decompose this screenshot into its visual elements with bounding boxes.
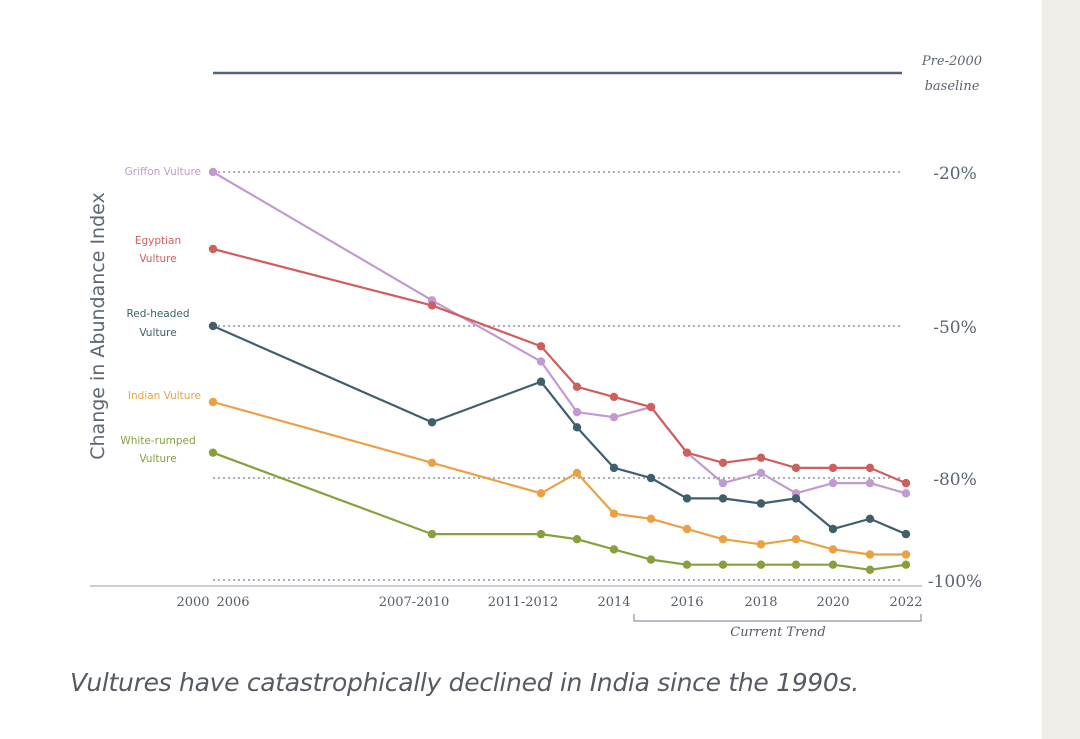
series-label-egyptian-0: Egyptian — [135, 235, 181, 247]
point-redheaded-2011-2012 — [536, 377, 546, 386]
series-line-egyptian — [212, 247, 907, 485]
point-griffon-2018 — [756, 468, 766, 478]
point-griffon-2022 — [901, 489, 911, 498]
point-whiterumped-2019 — [791, 560, 801, 569]
point-redheaded-2017 — [718, 494, 728, 503]
point-whiterumped-2000 — [208, 448, 218, 457]
y-axis-title: Change in Abundance Index — [87, 192, 109, 460]
point-egyptian-2011-2012 — [536, 342, 546, 351]
x-tick-label-2007-2010: 2007-2010 — [379, 595, 450, 610]
point-griffon-2011-2012 — [536, 357, 546, 366]
series-label-redheaded-1: Vulture — [139, 327, 176, 339]
point-indian-2014 — [609, 509, 619, 518]
point-redheaded-2016 — [682, 494, 692, 503]
point-indian-2013 — [572, 468, 582, 478]
series-label-indian-0: Indian Vulture — [128, 390, 201, 402]
point-griffon-2000 — [208, 167, 218, 177]
point-griffon-2014 — [609, 413, 619, 422]
current-trend-label: Current Trend — [730, 625, 825, 640]
point-egyptian-2022 — [901, 478, 911, 488]
point-whiterumped-2013 — [572, 535, 582, 544]
series-line-griffon — [212, 171, 907, 495]
point-indian-2019 — [791, 535, 801, 544]
x-tick-label-2011-2012: 2011-2012 — [488, 595, 559, 610]
point-griffon-2020 — [828, 478, 838, 488]
point-redheaded-2022 — [901, 529, 911, 539]
point-egyptian-2000 — [208, 244, 218, 254]
x-tick-label-2000: 2000 — [176, 595, 209, 610]
point-whiterumped-2017 — [718, 560, 728, 569]
y-tick-label-50: -50% — [933, 318, 977, 338]
right-margin-strip — [1042, 0, 1080, 739]
point-indian-2017 — [718, 535, 728, 544]
point-redheaded-2014 — [609, 463, 619, 473]
series-label-griffon-0: Griffon Vulture — [125, 166, 201, 178]
point-whiterumped-2021 — [865, 565, 875, 574]
point-redheaded-2018 — [756, 499, 766, 508]
point-whiterumped-2016 — [682, 560, 692, 569]
y-tick-label-100: -100% — [928, 572, 982, 592]
point-whiterumped-2015 — [646, 555, 656, 564]
series-label-whiterumped-0: White-rumped — [120, 435, 195, 447]
point-whiterumped-2007-2010 — [427, 529, 437, 539]
point-egyptian-2021 — [865, 463, 875, 473]
point-whiterumped-2014 — [609, 545, 619, 554]
x-tick-label-2016: 2016 — [670, 595, 703, 610]
point-indian-2021 — [865, 550, 875, 559]
point-indian-2007-2010 — [427, 458, 437, 467]
point-griffon-2013 — [572, 407, 582, 417]
point-egyptian-2018 — [756, 453, 766, 462]
x-tick-label-2006: 2006 — [216, 595, 249, 610]
y-tick-label-20: -20% — [933, 164, 977, 184]
point-redheaded-2013 — [572, 423, 582, 432]
chart-caption: Vultures have catastrophically declined … — [70, 668, 859, 697]
point-egyptian-2013 — [572, 382, 582, 391]
point-indian-2015 — [646, 514, 656, 523]
point-egyptian-2007-2010 — [427, 301, 437, 310]
vulture-abundance-chart: Pre-2000 baseline -20% -50% -80% -100% Change … — [87, 54, 982, 640]
x-tick-label-2014: 2014 — [597, 595, 630, 610]
point-whiterumped-2022 — [901, 560, 911, 569]
x-tick-label-2020: 2020 — [816, 595, 849, 610]
series-label-redheaded-0: Red-headed — [126, 308, 189, 320]
point-indian-2022 — [901, 550, 911, 559]
point-indian-2018 — [756, 540, 766, 549]
series-label-egyptian-1: Vulture — [139, 253, 176, 265]
point-egyptian-2017 — [718, 458, 728, 467]
point-whiterumped-2018 — [756, 560, 766, 569]
point-redheaded-2020 — [828, 524, 838, 534]
baseline-label-line2: baseline — [925, 79, 980, 94]
point-egyptian-2020 — [828, 463, 838, 473]
point-redheaded-2007-2010 — [427, 418, 437, 427]
series-line-whiterumped — [212, 451, 907, 571]
point-whiterumped-2011-2012 — [536, 529, 546, 539]
point-indian-2016 — [682, 524, 692, 534]
point-whiterumped-2020 — [828, 560, 838, 569]
point-indian-2011-2012 — [536, 489, 546, 498]
point-egyptian-2015 — [646, 402, 656, 412]
point-egyptian-2019 — [791, 463, 801, 473]
y-tick-label-80: -80% — [933, 470, 977, 490]
baseline-label-line1: Pre-2000 — [921, 54, 982, 69]
point-griffon-2021 — [865, 478, 875, 488]
point-redheaded-2015 — [646, 473, 656, 483]
point-indian-2020 — [828, 545, 838, 554]
point-egyptian-2016 — [682, 448, 692, 457]
point-indian-2000 — [208, 397, 218, 407]
series-label-whiterumped-1: Vulture — [139, 453, 176, 465]
x-tick-label-2022: 2022 — [889, 595, 922, 610]
point-redheaded-2000 — [208, 321, 218, 331]
point-redheaded-2021 — [865, 514, 875, 523]
point-redheaded-2019 — [791, 494, 801, 503]
current-trend-bracket — [633, 614, 922, 622]
point-griffon-2017 — [718, 478, 728, 488]
x-tick-label-2018: 2018 — [744, 595, 777, 610]
point-egyptian-2014 — [609, 392, 619, 402]
